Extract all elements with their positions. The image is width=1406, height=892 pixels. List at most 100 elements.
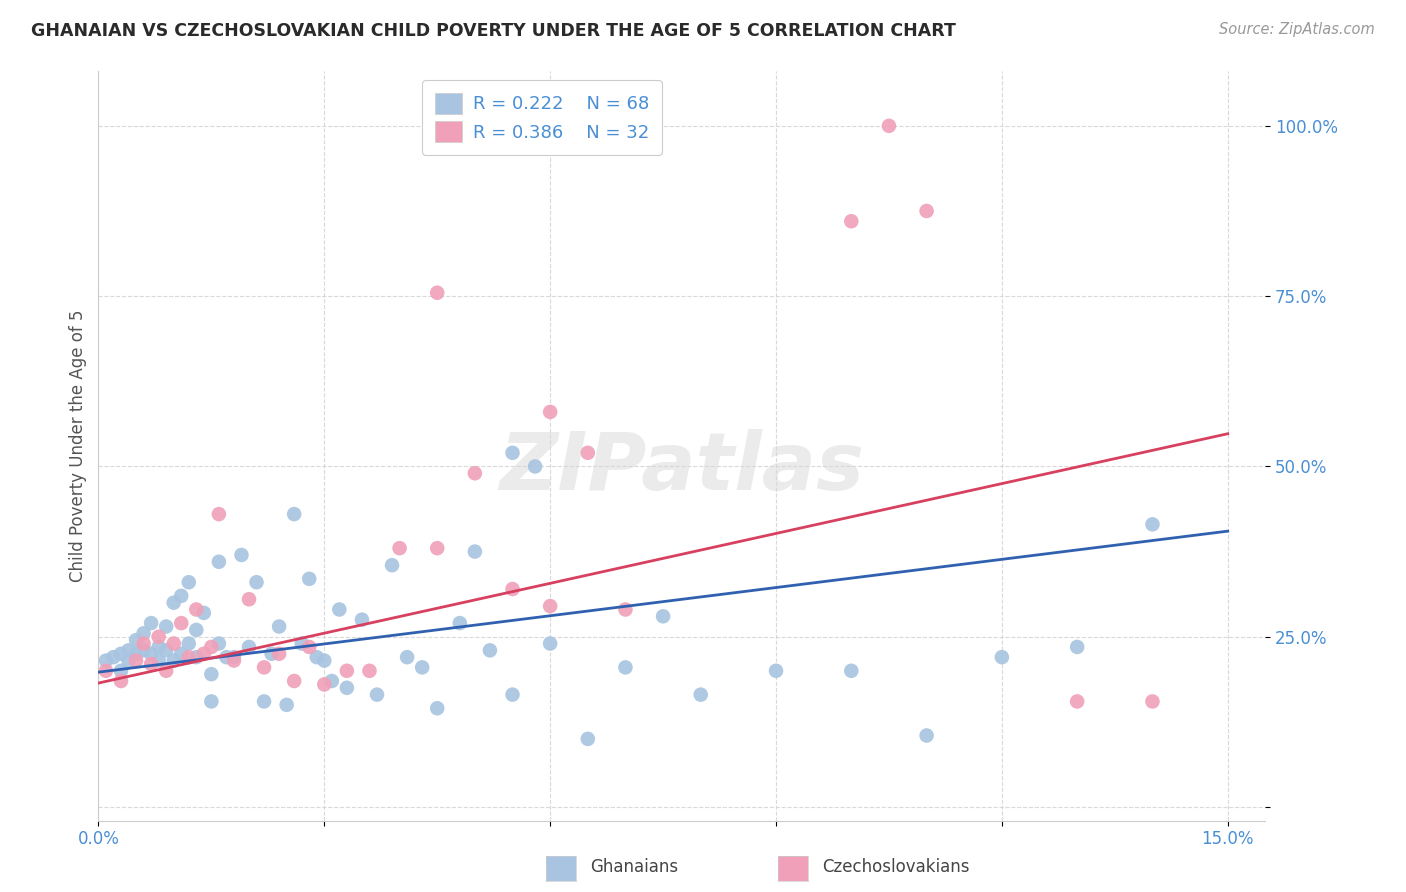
- Point: [765, 664, 787, 678]
- Point: [110, 664, 132, 678]
- Point: [208, 636, 231, 650]
- Point: [260, 647, 283, 661]
- Point: [538, 599, 561, 613]
- Point: [110, 647, 132, 661]
- Point: [1066, 694, 1088, 708]
- Point: [238, 640, 260, 654]
- Point: [502, 688, 524, 702]
- Point: [200, 640, 222, 654]
- Point: [381, 558, 404, 573]
- Point: [177, 636, 200, 650]
- Point: [208, 507, 231, 521]
- Point: [177, 575, 200, 590]
- Point: [336, 664, 359, 678]
- Point: [103, 650, 125, 665]
- Point: [464, 467, 486, 481]
- Point: [614, 602, 637, 616]
- Point: [915, 729, 938, 743]
- Point: [238, 592, 260, 607]
- Point: [132, 626, 155, 640]
- Point: [502, 446, 524, 460]
- Point: [110, 673, 132, 688]
- Point: [148, 654, 170, 668]
- Point: [1142, 694, 1164, 708]
- Point: [200, 694, 222, 708]
- Point: [314, 677, 336, 691]
- Point: [298, 640, 321, 654]
- Point: [915, 204, 938, 219]
- Point: [132, 636, 155, 650]
- Point: [269, 619, 291, 633]
- Point: [253, 694, 276, 708]
- Point: [208, 555, 231, 569]
- Point: [177, 650, 200, 665]
- Text: GHANAIAN VS CZECHOSLOVAKIAN CHILD POVERTY UNDER THE AGE OF 5 CORRELATION CHART: GHANAIAN VS CZECHOSLOVAKIAN CHILD POVERT…: [31, 22, 956, 40]
- Point: [125, 647, 148, 661]
- Point: [991, 650, 1014, 665]
- Point: [276, 698, 298, 712]
- Point: [538, 636, 561, 650]
- Point: [186, 623, 208, 637]
- Point: [170, 589, 193, 603]
- Point: [163, 654, 186, 668]
- Point: [614, 660, 637, 674]
- Point: [132, 643, 155, 657]
- Point: [283, 507, 305, 521]
- Point: [305, 650, 328, 665]
- Point: [125, 633, 148, 648]
- Point: [576, 446, 599, 460]
- Point: [186, 602, 208, 616]
- Point: [215, 650, 238, 665]
- Point: [449, 616, 471, 631]
- Point: [155, 664, 177, 678]
- Point: [155, 619, 177, 633]
- Text: Source: ZipAtlas.com: Source: ZipAtlas.com: [1219, 22, 1375, 37]
- Text: Czechoslovakians: Czechoslovakians: [823, 858, 970, 876]
- Point: [117, 643, 139, 657]
- Point: [139, 657, 162, 671]
- Point: [170, 647, 193, 661]
- Point: [283, 673, 305, 688]
- Point: [139, 616, 162, 631]
- Text: ZIPatlas: ZIPatlas: [499, 429, 865, 508]
- Legend: R = 0.222    N = 68, R = 0.386    N = 32: R = 0.222 N = 68, R = 0.386 N = 32: [422, 80, 662, 154]
- Point: [524, 459, 547, 474]
- Point: [839, 664, 862, 678]
- Point: [193, 647, 215, 661]
- Point: [148, 630, 170, 644]
- Point: [298, 572, 321, 586]
- Point: [314, 654, 336, 668]
- Point: [689, 688, 711, 702]
- Point: [163, 596, 186, 610]
- Point: [366, 688, 388, 702]
- Point: [155, 643, 177, 657]
- Point: [222, 650, 245, 665]
- Point: [139, 647, 162, 661]
- Y-axis label: Child Poverty Under the Age of 5: Child Poverty Under the Age of 5: [69, 310, 87, 582]
- Point: [231, 548, 253, 562]
- Point: [170, 616, 193, 631]
- Point: [125, 654, 148, 668]
- Point: [291, 636, 314, 650]
- Text: Ghanaians: Ghanaians: [591, 858, 679, 876]
- Point: [163, 636, 186, 650]
- Point: [94, 664, 117, 678]
- Point: [464, 544, 486, 558]
- Point: [538, 405, 561, 419]
- Point: [350, 613, 373, 627]
- Point: [388, 541, 411, 556]
- Point: [200, 667, 222, 681]
- Point: [839, 214, 862, 228]
- Point: [336, 681, 359, 695]
- Point: [253, 660, 276, 674]
- Point: [426, 541, 449, 556]
- Point: [576, 731, 599, 746]
- Point: [269, 647, 291, 661]
- Point: [245, 575, 267, 590]
- Point: [193, 606, 215, 620]
- Point: [426, 285, 449, 300]
- Point: [328, 602, 350, 616]
- Point: [186, 650, 208, 665]
- Point: [359, 664, 381, 678]
- Point: [117, 654, 139, 668]
